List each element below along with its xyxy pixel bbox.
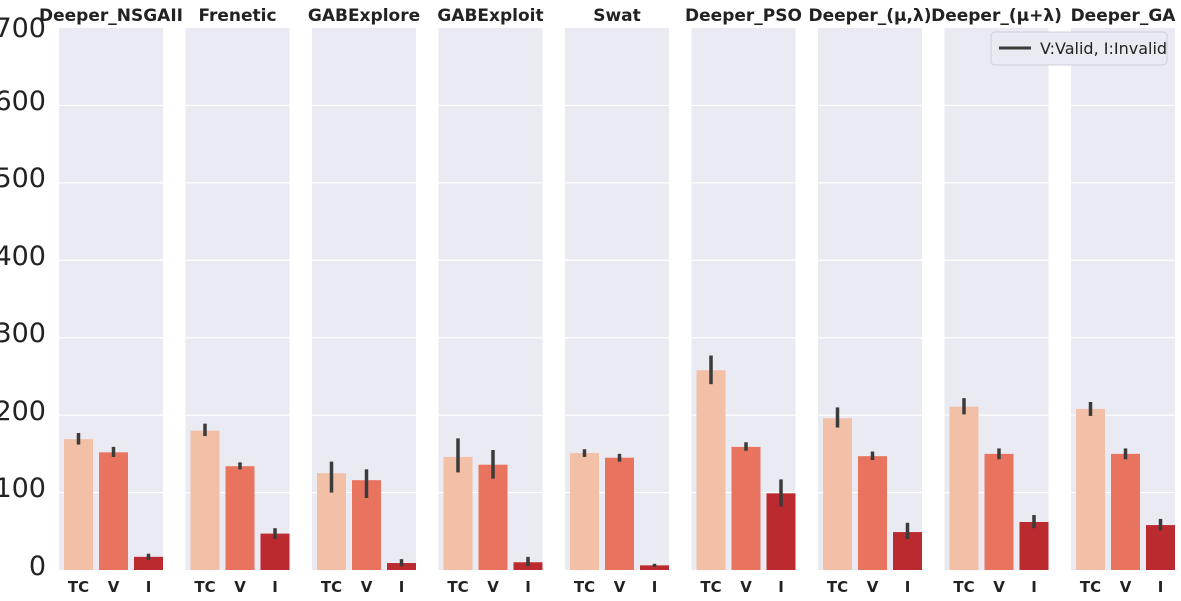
y-tick-label: 0 <box>29 551 46 582</box>
y-axis: 0 100 200 300 400 500 600 700 <box>0 13 46 582</box>
x-tick-label: V <box>1120 578 1132 596</box>
y-tick-label: 100 <box>0 473 46 504</box>
x-tick-label: I <box>272 578 278 596</box>
x-tick-label: I <box>1031 578 1037 596</box>
bar <box>823 418 852 570</box>
panel-title: Deeper_PSO <box>685 6 802 26</box>
x-tick-label: V <box>740 578 752 596</box>
bar <box>1146 525 1175 570</box>
y-tick-label: 300 <box>0 318 46 349</box>
bar <box>605 457 634 570</box>
x-tick-label: TC <box>574 578 595 596</box>
bar <box>260 533 290 570</box>
bar <box>64 439 93 570</box>
legend-label: V:Valid, I:Invalid <box>1040 39 1167 58</box>
bar <box>731 446 761 570</box>
x-tick-label: I <box>146 578 152 596</box>
bar <box>443 456 473 570</box>
x-tick-label: V <box>234 578 246 596</box>
x-tick-label: TC <box>700 578 721 596</box>
x-tick-label: V <box>867 578 879 596</box>
x-tick-label: V <box>108 578 120 596</box>
panel-title: GABExploit <box>437 6 543 26</box>
x-tick-label: TC <box>68 578 89 596</box>
facet-panel: Deeper_NSGAII TC V I <box>39 6 183 596</box>
panel-title: GABExplore <box>308 6 420 26</box>
x-tick-label: TC <box>953 578 974 596</box>
x-tick-label: I <box>525 578 531 596</box>
facet-panel: Deeper_(μ+λ) TC V I <box>931 6 1062 596</box>
bar <box>1111 453 1140 570</box>
facet-panel: Deeper_GA TC V I <box>1071 6 1177 596</box>
panel-title: Deeper_GA <box>1071 6 1177 26</box>
y-tick-label: 500 <box>0 163 46 194</box>
panels: Deeper_NSGAII TC V I Frenetic TC V I GABExplore T… <box>39 6 1176 596</box>
bar <box>1019 521 1049 570</box>
x-tick-label: V <box>993 578 1005 596</box>
bar <box>478 464 508 570</box>
bar <box>225 466 255 570</box>
facet-panel: GABExplore TC V I <box>308 6 420 596</box>
x-tick-label: I <box>1158 578 1164 596</box>
x-tick-label: TC <box>321 578 342 596</box>
facet-panel: GABExploit TC V I <box>437 6 543 596</box>
panel-title: Deeper_(μ,λ) <box>808 6 931 26</box>
x-tick-label: TC <box>447 578 468 596</box>
bar <box>1076 408 1105 570</box>
facet-panel: Frenetic TC V I <box>185 6 290 596</box>
x-tick-label: V <box>361 578 373 596</box>
facet-panel: Deeper_PSO TC V I <box>685 6 802 596</box>
x-tick-label: I <box>778 578 784 596</box>
y-tick-label: 200 <box>0 396 46 427</box>
bar <box>696 370 726 570</box>
bar <box>570 453 599 570</box>
x-tick-label: TC <box>1080 578 1101 596</box>
x-tick-label: TC <box>827 578 848 596</box>
x-tick-label: V <box>487 578 499 596</box>
panel-title: Deeper_NSGAII <box>39 6 183 26</box>
bar <box>858 456 887 570</box>
bar <box>640 565 669 570</box>
bar <box>984 453 1014 570</box>
bar <box>99 452 128 570</box>
x-tick-label: V <box>614 578 626 596</box>
bar <box>387 563 416 570</box>
bar <box>190 430 220 570</box>
bar <box>949 406 979 570</box>
y-tick-label: 600 <box>0 86 46 117</box>
y-tick-label: 400 <box>0 241 46 272</box>
x-tick-label: I <box>652 578 658 596</box>
x-tick-label: I <box>399 578 405 596</box>
y-tick-label: 700 <box>0 13 46 44</box>
legend-box <box>990 31 1168 66</box>
x-tick-label: TC <box>194 578 215 596</box>
facet-panel: Swat TC V I <box>565 6 669 596</box>
panel-title: Swat <box>593 6 641 26</box>
legend: V:Valid, I:Invalid <box>990 31 1168 66</box>
facet-panel: Deeper_(μ,λ) TC V I <box>808 6 931 596</box>
panel-title: Frenetic <box>198 6 276 26</box>
bar <box>134 556 163 570</box>
x-tick-label: I <box>905 578 911 596</box>
panel-title: Deeper_(μ+λ) <box>931 6 1062 26</box>
